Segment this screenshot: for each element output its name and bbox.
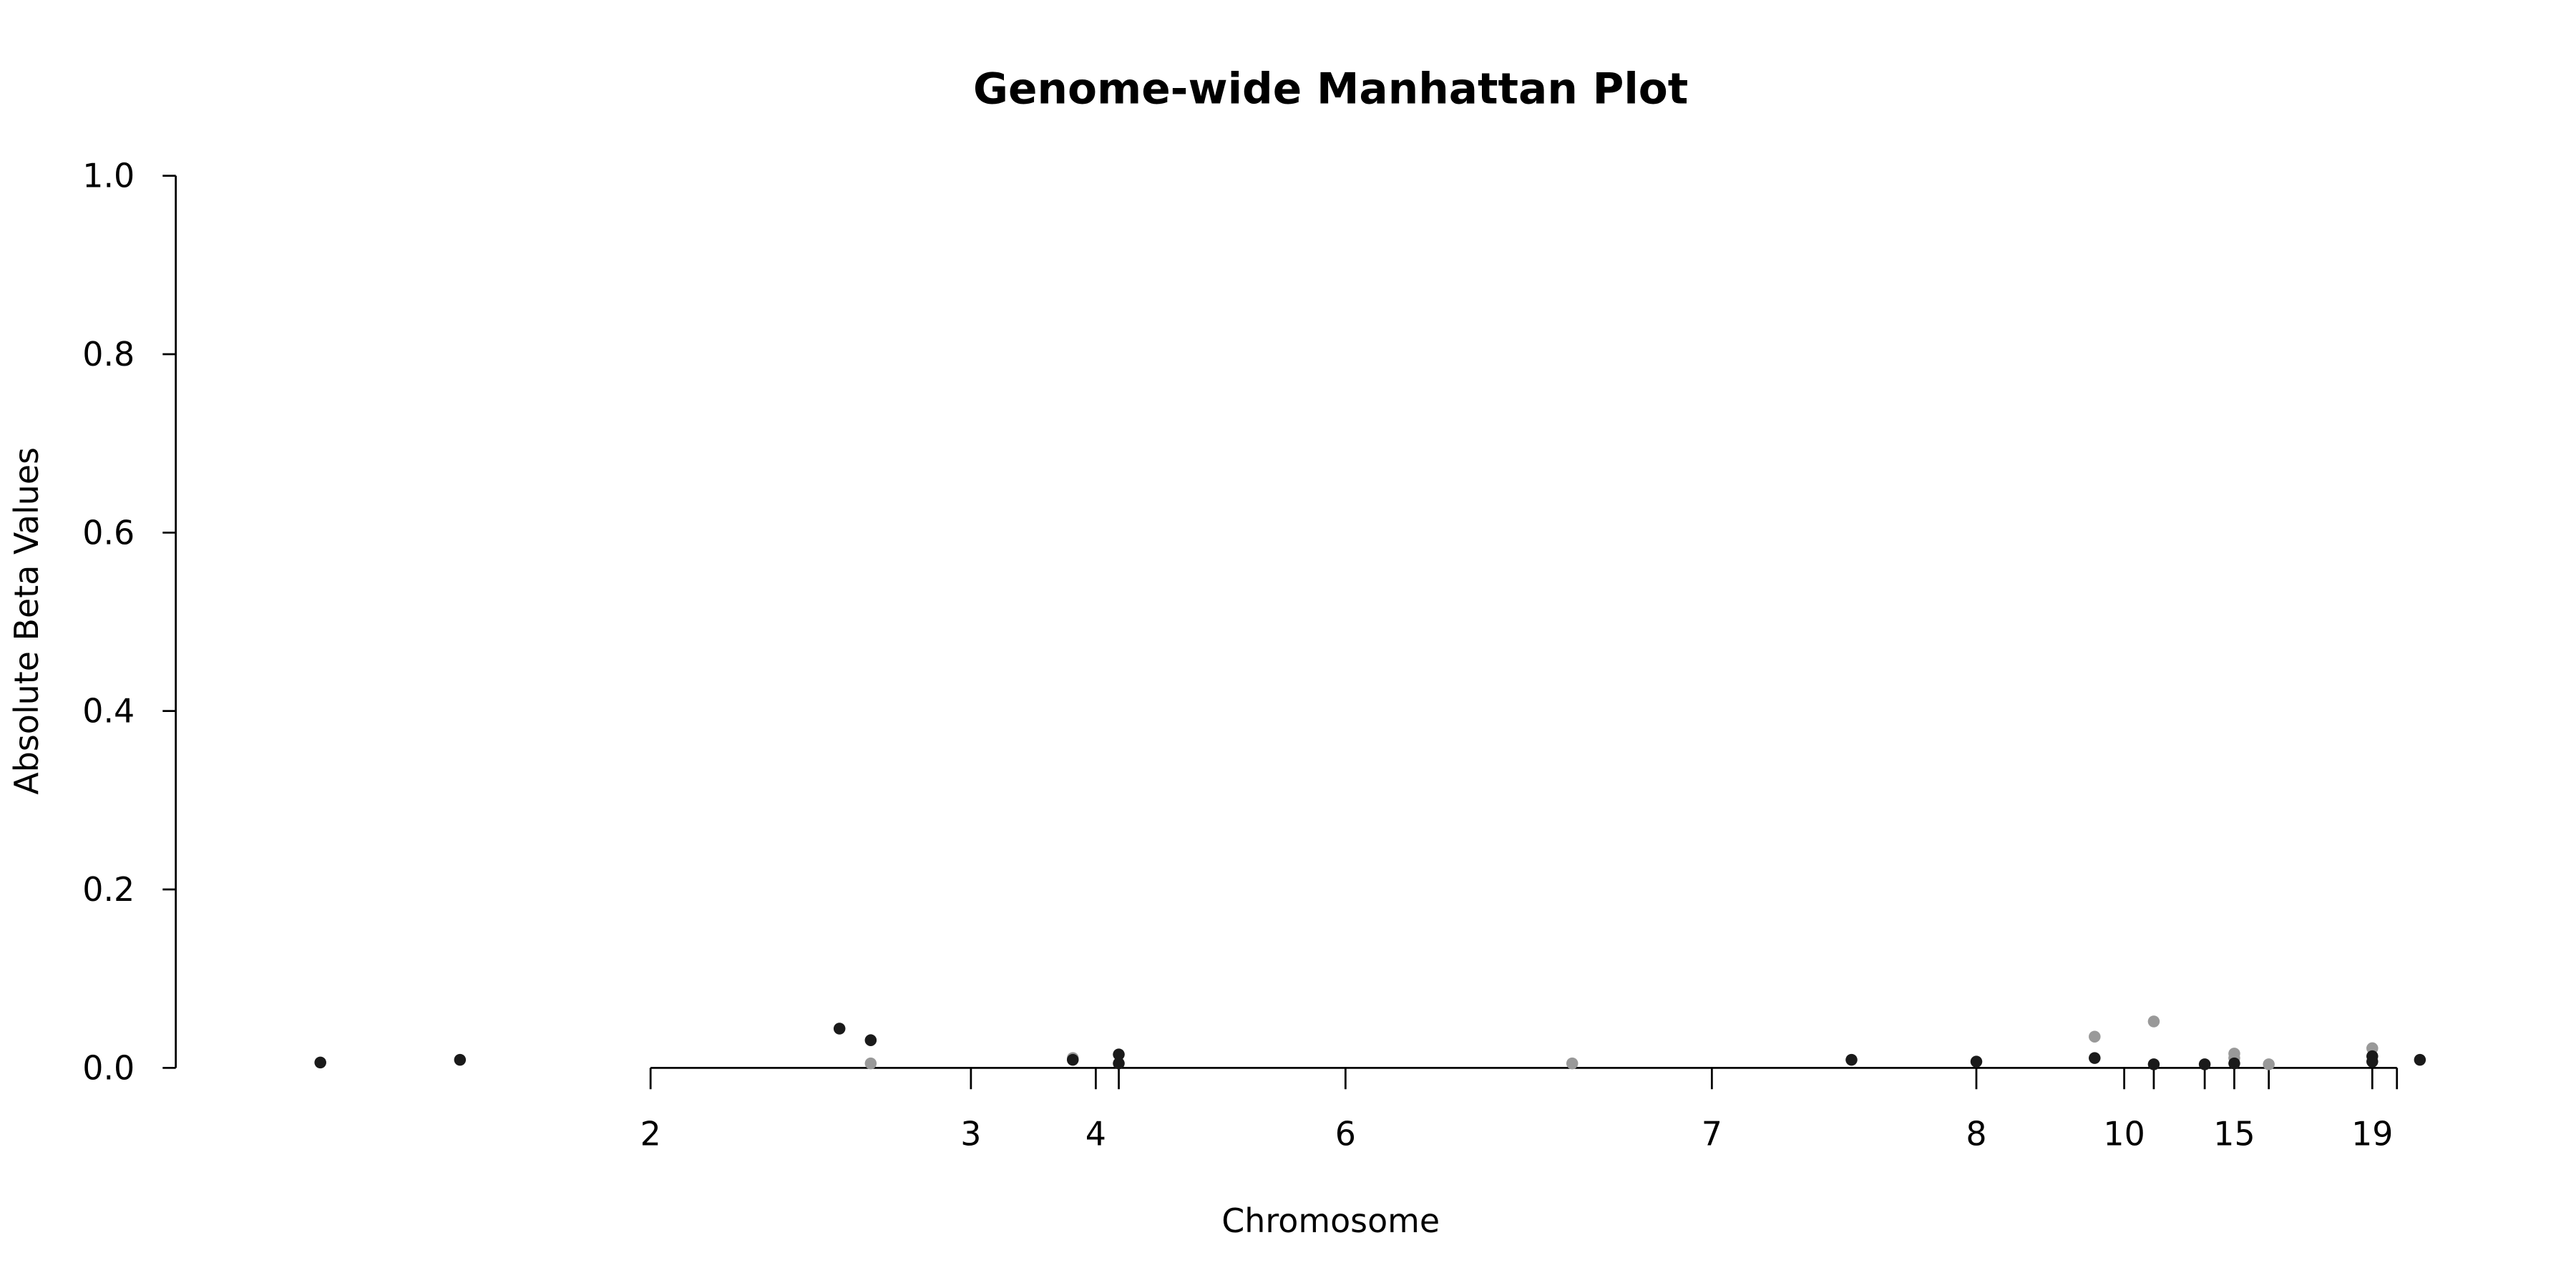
x-tick-label: 15 [2213,1114,2255,1153]
y-tick-label: 0.8 [82,335,135,374]
x-tick-label: 10 [2103,1114,2145,1153]
point [1566,1057,1579,1070]
point [2089,1030,2101,1043]
y-tick-label: 0.4 [82,692,135,731]
y-tick-label: 0.0 [82,1048,135,1087]
x-tick-label: 8 [1966,1114,1986,1153]
chart-title: Genome-wide Manhattan Plot [973,65,1688,114]
point [833,1023,846,1035]
y-axis-label: Absolute Beta Values [7,447,46,795]
point [2263,1058,2275,1070]
x-axis-label: Chromosome [1221,1201,1440,1240]
point [2147,1015,2160,1028]
point [1845,1053,1858,1066]
point [1066,1053,1079,1066]
point [314,1056,326,1069]
point [2366,1055,2379,1068]
y-tick-label: 1.0 [82,157,135,195]
point [1113,1048,1125,1060]
x-tick-label: 7 [1702,1114,1722,1153]
point [2147,1058,2160,1070]
point [2414,1053,2426,1066]
point [1970,1055,1983,1068]
point [2089,1052,2101,1064]
x-tick-label: 4 [1085,1114,1106,1153]
point [1113,1057,1125,1070]
x-tick-label: 3 [960,1114,981,1153]
point [2198,1058,2211,1070]
x-tick-label: 19 [2351,1114,2393,1153]
point [864,1057,877,1070]
point [2228,1057,2240,1070]
x-tick-label: 6 [1335,1114,1356,1153]
point [454,1053,467,1066]
point [864,1034,877,1046]
y-tick-label: 0.6 [82,513,135,552]
y-tick-label: 0.2 [82,870,135,909]
x-tick-label: 2 [640,1114,661,1153]
